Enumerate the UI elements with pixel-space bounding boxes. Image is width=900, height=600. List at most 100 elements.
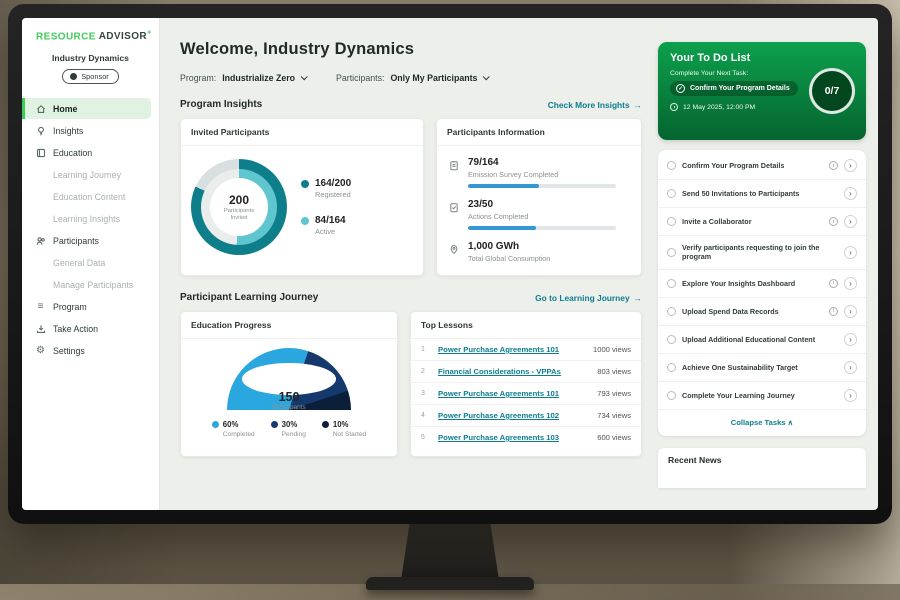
- next-task-pill[interactable]: ✓ Confirm Your Program Details: [670, 81, 798, 96]
- lesson-link[interactable]: Financial Considerations - VPPAs: [438, 367, 561, 376]
- info-icon[interactable]: i: [829, 306, 838, 316]
- task-row-upload-spend-data[interactable]: Upload Spend Data Records i ›: [658, 298, 866, 326]
- global-consumption-stat: 1,000 GWh Total Global Consumption: [449, 241, 629, 263]
- lesson-link[interactable]: Power Purchase Agreements 101: [438, 345, 560, 354]
- chevron-right-icon[interactable]: ›: [844, 187, 857, 200]
- logo-text-secondary: ADVISOR+: [98, 30, 152, 43]
- education-gauge-chart: 150 Participants: [227, 348, 351, 410]
- sidebar-item-learning-insights[interactable]: Learning Insights: [22, 208, 151, 229]
- chevron-right-icon[interactable]: ›: [844, 304, 857, 318]
- chevron-right-icon[interactable]: ›: [844, 159, 857, 172]
- active-value: 84/164: [315, 215, 346, 226]
- sidebar-item-education-content[interactable]: Education Content: [22, 186, 151, 207]
- task-checkbox[interactable]: [667, 189, 676, 198]
- actions-completed-label: Actions Completed: [468, 212, 529, 221]
- chevron-up-icon: ∧: [787, 417, 794, 427]
- sidebar-item-label: Manage Participants: [53, 279, 134, 290]
- sidebar-item-participants[interactable]: Participants: [22, 230, 151, 251]
- info-icon[interactable]: i: [829, 278, 838, 288]
- education-total-label: Participants: [272, 404, 306, 410]
- sidebar-item-learning-journey[interactable]: Learning Journey: [22, 164, 151, 185]
- donut-center: 200 Participants Invited: [210, 178, 268, 236]
- program-filter-value[interactable]: Industrialize Zero: [222, 72, 308, 83]
- sidebar-item-insights[interactable]: Insights: [22, 120, 151, 141]
- checklist-icon: [449, 199, 460, 230]
- chevron-right-icon[interactable]: ›: [844, 360, 857, 374]
- gauge-legend: 60% Completed 30% Pending 10% Not Starte…: [211, 420, 366, 438]
- sidebar-item-settings[interactable]: ⚙ Settings: [22, 340, 151, 361]
- task-row-invite-collaborator[interactable]: Invite a Collaborator i ›: [658, 208, 866, 236]
- task-row-complete-learning-journey[interactable]: Complete Your Learning Journey ›: [658, 382, 866, 410]
- sidebar-item-take-action[interactable]: Take Action: [22, 318, 151, 339]
- chevron-right-icon[interactable]: ›: [844, 388, 857, 402]
- chevron-right-icon[interactable]: ›: [844, 215, 857, 228]
- task-row-verify-participants[interactable]: Verify participants requesting to join t…: [658, 236, 866, 270]
- lesson-views: 734 views: [597, 411, 631, 420]
- task-row-upload-educational-content[interactable]: Upload Additional Educational Content ›: [658, 326, 866, 354]
- todo-panel: Your To Do List Complete Your Next Task:…: [652, 18, 878, 510]
- lesson-link[interactable]: Power Purchase Agreements 101: [438, 389, 560, 398]
- task-checkbox[interactable]: [667, 334, 676, 344]
- download-icon: [35, 324, 46, 334]
- card-title: Invited Participants: [181, 119, 423, 146]
- sidebar-item-general-data[interactable]: General Data: [22, 252, 151, 273]
- app-logo: RESOURCE ADVISOR+: [22, 18, 159, 42]
- task-checkbox[interactable]: [667, 278, 676, 288]
- sidebar-item-label: Learning Insights: [53, 213, 120, 224]
- task-row-confirm-program[interactable]: Confirm Your Program Details i ›: [658, 152, 866, 180]
- sponsor-label: Sponsor: [81, 72, 109, 82]
- program-filter[interactable]: Program: Industrialize Zero: [180, 72, 308, 83]
- lesson-link[interactable]: Power Purchase Agreements 103: [438, 433, 560, 442]
- todo-progress-value: 0/7: [824, 85, 840, 97]
- todo-progress-ring: 0/7: [809, 68, 855, 114]
- task-checkbox[interactable]: [667, 306, 676, 316]
- invited-total-label: Participants Invited: [223, 207, 255, 221]
- collapse-tasks-button[interactable]: Collapse Tasks ∧: [730, 417, 794, 427]
- chevron-down-icon: [300, 72, 308, 80]
- participants-information-card: Participants Information 79/164 Emission…: [436, 118, 642, 276]
- task-checkbox[interactable]: [667, 161, 676, 170]
- lesson-rank: 2: [421, 368, 425, 375]
- lesson-link[interactable]: Power Purchase Agreements 102: [438, 411, 560, 420]
- sidebar-item-education[interactable]: Education: [22, 142, 151, 163]
- lesson-views: 1000 views: [593, 345, 631, 354]
- sidebar-item-manage-participants[interactable]: Manage Participants: [22, 274, 151, 295]
- card-title: Top Lessons: [411, 312, 641, 339]
- legend-item-not-started: 10% Not Started: [321, 420, 366, 438]
- task-row-achieve-sustainability-target[interactable]: Achieve One Sustainability Target ›: [658, 354, 866, 382]
- chevron-right-icon[interactable]: ›: [844, 245, 857, 259]
- sidebar-item-program[interactable]: ≡ Program: [22, 296, 151, 317]
- chevron-right-icon[interactable]: ›: [844, 276, 857, 290]
- sidebar-item-label: General Data: [53, 257, 106, 268]
- recent-news-header[interactable]: Recent News: [658, 447, 866, 488]
- learning-journey-header: Participant Learning Journey Go to Learn…: [180, 292, 642, 303]
- check-more-insights-link[interactable]: Check More Insights →: [547, 99, 642, 110]
- sidebar-item-home[interactable]: Home: [22, 98, 151, 120]
- insights-cards-row: Invited Participants 200 Participants In…: [180, 118, 642, 276]
- check-icon: ✓: [676, 84, 685, 93]
- legend-dot: [211, 421, 219, 428]
- active-label: Active: [315, 227, 336, 236]
- main-content: Welcome, Industry Dynamics Program: Indu…: [160, 18, 652, 510]
- sidebar-item-label: Learning Journey: [53, 169, 121, 180]
- participants-filter-value[interactable]: Only My Participants: [390, 72, 491, 83]
- task-checkbox[interactable]: [667, 247, 676, 257]
- info-icon[interactable]: i: [829, 217, 838, 226]
- task-checkbox[interactable]: [667, 362, 676, 372]
- sidebar-item-label: Insights: [53, 125, 84, 136]
- lightbulb-icon: [35, 126, 46, 136]
- info-icon[interactable]: i: [829, 161, 838, 170]
- task-checkbox[interactable]: [667, 217, 676, 226]
- participants-filter[interactable]: Participants: Only My Participants: [336, 72, 491, 83]
- go-to-learning-journey-link[interactable]: Go to Learning Journey →: [535, 292, 642, 303]
- invited-participants-card: Invited Participants 200 Participants In…: [180, 118, 424, 276]
- task-checkbox[interactable]: [667, 390, 676, 400]
- chevron-right-icon[interactable]: ›: [844, 332, 857, 346]
- legend-dot: [321, 421, 329, 428]
- desk-edge: [0, 584, 900, 600]
- task-row-explore-insights[interactable]: Explore Your Insights Dashboard i ›: [658, 270, 866, 298]
- lesson-rank: 4: [421, 412, 425, 419]
- sidebar-item-label: Program: [53, 301, 87, 312]
- sidebar-item-label: Education: [53, 147, 93, 158]
- task-row-send-invitations[interactable]: Send 50 Invitations to Participants ›: [658, 180, 866, 208]
